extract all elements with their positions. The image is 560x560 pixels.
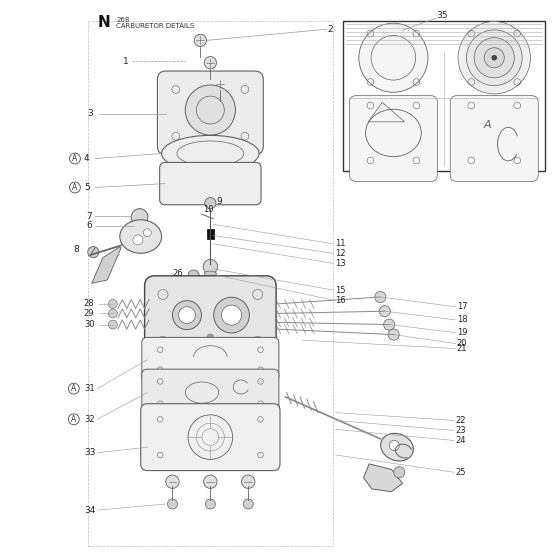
Circle shape bbox=[206, 499, 216, 509]
Text: A: A bbox=[72, 183, 78, 192]
Text: 24: 24 bbox=[455, 436, 466, 445]
Text: 31: 31 bbox=[84, 384, 95, 393]
Text: 9: 9 bbox=[217, 198, 222, 207]
FancyBboxPatch shape bbox=[157, 71, 263, 155]
Text: 28: 28 bbox=[84, 300, 95, 309]
Text: A: A bbox=[483, 120, 491, 129]
Text: 21: 21 bbox=[456, 344, 467, 353]
Text: 11: 11 bbox=[335, 239, 345, 248]
FancyBboxPatch shape bbox=[349, 96, 437, 181]
Circle shape bbox=[484, 48, 505, 68]
Text: 7: 7 bbox=[86, 212, 92, 221]
Circle shape bbox=[188, 270, 199, 281]
Text: 4: 4 bbox=[84, 154, 90, 163]
Text: 1: 1 bbox=[123, 57, 129, 66]
Text: 17: 17 bbox=[456, 302, 467, 311]
Circle shape bbox=[131, 209, 148, 225]
FancyBboxPatch shape bbox=[142, 369, 279, 416]
Text: 34: 34 bbox=[84, 506, 95, 515]
Circle shape bbox=[243, 499, 253, 509]
Circle shape bbox=[214, 78, 226, 90]
Circle shape bbox=[167, 499, 178, 509]
Text: 268: 268 bbox=[116, 17, 129, 24]
Text: A: A bbox=[71, 384, 77, 393]
Circle shape bbox=[207, 334, 214, 341]
Text: A: A bbox=[71, 415, 77, 424]
Text: N: N bbox=[98, 15, 110, 30]
Bar bbox=[207, 229, 214, 239]
Ellipse shape bbox=[162, 136, 259, 171]
Text: 29: 29 bbox=[84, 309, 94, 318]
Text: 32: 32 bbox=[84, 415, 95, 424]
Bar bbox=[343, 21, 545, 171]
Circle shape bbox=[214, 297, 249, 333]
Polygon shape bbox=[363, 464, 403, 492]
Circle shape bbox=[88, 246, 99, 258]
Circle shape bbox=[241, 475, 255, 488]
Circle shape bbox=[205, 198, 216, 209]
Text: 33: 33 bbox=[84, 448, 95, 457]
Text: 22: 22 bbox=[455, 416, 466, 425]
Circle shape bbox=[394, 466, 405, 478]
Circle shape bbox=[203, 259, 218, 274]
Text: 30: 30 bbox=[84, 320, 95, 329]
Text: 5: 5 bbox=[84, 183, 90, 192]
Text: 6: 6 bbox=[86, 221, 92, 231]
Circle shape bbox=[166, 475, 179, 488]
Circle shape bbox=[194, 34, 207, 46]
FancyBboxPatch shape bbox=[144, 276, 276, 360]
Circle shape bbox=[388, 329, 399, 340]
Text: 10: 10 bbox=[203, 206, 213, 214]
Text: 23: 23 bbox=[455, 426, 466, 435]
Circle shape bbox=[389, 441, 399, 450]
Text: 12: 12 bbox=[335, 249, 345, 258]
Circle shape bbox=[222, 305, 241, 325]
FancyBboxPatch shape bbox=[450, 96, 538, 181]
Circle shape bbox=[133, 235, 143, 245]
FancyBboxPatch shape bbox=[142, 337, 279, 382]
FancyBboxPatch shape bbox=[141, 404, 280, 470]
Ellipse shape bbox=[204, 271, 217, 277]
Text: 2: 2 bbox=[328, 25, 333, 34]
Circle shape bbox=[179, 307, 195, 324]
Text: 26: 26 bbox=[172, 269, 183, 278]
Polygon shape bbox=[92, 248, 121, 283]
Text: CARBURETOR DETAILS: CARBURETOR DETAILS bbox=[116, 23, 194, 29]
Text: 18: 18 bbox=[456, 315, 467, 324]
Text: A: A bbox=[72, 154, 78, 163]
Text: 13: 13 bbox=[335, 259, 345, 268]
Circle shape bbox=[204, 475, 217, 488]
Circle shape bbox=[204, 57, 217, 69]
Text: 15: 15 bbox=[335, 286, 345, 295]
Circle shape bbox=[109, 300, 117, 309]
Text: 20: 20 bbox=[456, 339, 467, 348]
Circle shape bbox=[384, 319, 395, 330]
Text: 19: 19 bbox=[456, 328, 467, 337]
Circle shape bbox=[134, 222, 145, 232]
Text: 35: 35 bbox=[436, 11, 447, 20]
FancyBboxPatch shape bbox=[160, 162, 261, 205]
Text: 16: 16 bbox=[335, 296, 345, 305]
Text: 25: 25 bbox=[455, 468, 466, 477]
Circle shape bbox=[143, 228, 151, 236]
Circle shape bbox=[359, 23, 428, 92]
Circle shape bbox=[109, 309, 117, 318]
Circle shape bbox=[109, 320, 117, 329]
Text: 3: 3 bbox=[88, 109, 94, 119]
Circle shape bbox=[375, 291, 386, 302]
Circle shape bbox=[172, 301, 202, 330]
Circle shape bbox=[474, 38, 514, 78]
Circle shape bbox=[458, 21, 530, 94]
Circle shape bbox=[185, 85, 235, 135]
Ellipse shape bbox=[120, 220, 162, 253]
Circle shape bbox=[379, 306, 390, 317]
Text: 8: 8 bbox=[74, 245, 80, 254]
Circle shape bbox=[466, 30, 522, 86]
Circle shape bbox=[492, 55, 497, 60]
Ellipse shape bbox=[381, 433, 413, 461]
